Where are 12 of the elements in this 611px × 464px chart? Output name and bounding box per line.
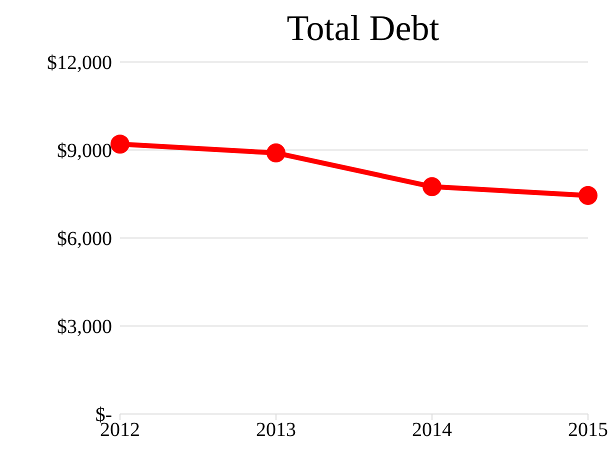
x-tick-label: 2015 [568, 419, 608, 442]
point [578, 186, 598, 205]
chart-title: Total Debt [286, 8, 440, 48]
y-tick-label: $12,000 [47, 52, 112, 74]
x-tick-label: 2013 [256, 419, 296, 442]
point [266, 143, 286, 162]
y-tick-label: $3,000 [57, 316, 112, 338]
point [422, 177, 442, 196]
point [110, 134, 130, 154]
x-tick-label: 2014 [412, 419, 452, 442]
y-tick-label: $9,000 [57, 140, 112, 162]
y-tick-label: $6,000 [57, 228, 112, 250]
